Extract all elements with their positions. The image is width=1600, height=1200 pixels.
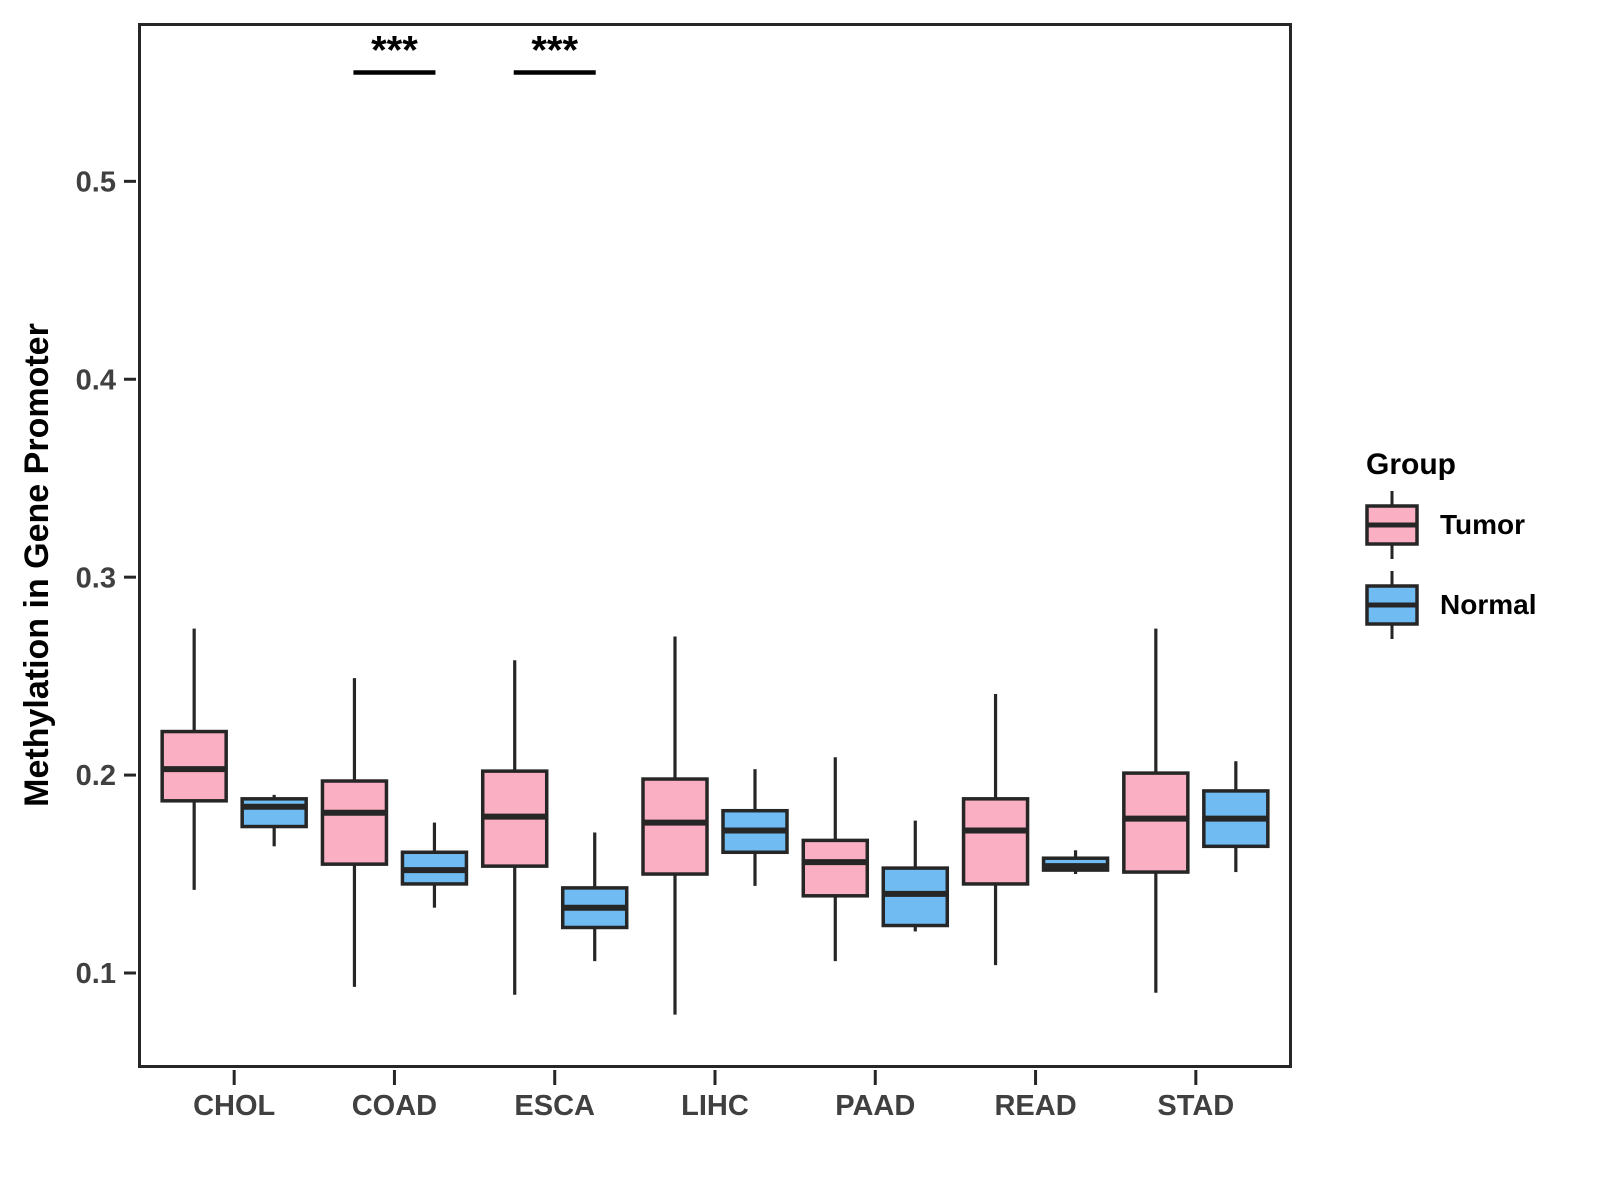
box-PAAD-tumor (801, 757, 870, 962)
y-tick-label-0.2: 0.2 (76, 760, 116, 792)
box-ESCA-normal (560, 832, 629, 962)
box-READ-tumor (961, 693, 1030, 966)
y-axis-title: Methylation in Gene Promoter (18, 323, 56, 807)
y-tick-label-0.3: 0.3 (76, 562, 116, 594)
legend: Group Tumor Normal (1364, 448, 1536, 646)
box-CHOL-tumor (160, 628, 228, 890)
iqr-box (320, 779, 389, 866)
normal-boxplot-glyph-icon (1365, 571, 1419, 639)
box-STAD-tumor (1122, 628, 1190, 993)
box-LIHC-normal (721, 769, 789, 886)
iqr-box (240, 797, 308, 829)
legend-item-tumor: Tumor (1364, 486, 1536, 564)
x-tick-label-COAD: COAD (352, 1090, 437, 1122)
box-PAAD-normal (881, 820, 950, 932)
panel-border (138, 23, 1292, 1068)
box-LIHC-tumor (641, 636, 709, 1015)
x-tick-label-ESCA: ESCA (514, 1090, 595, 1122)
box-COAD-normal (400, 822, 469, 908)
x-tick-label-READ: READ (994, 1090, 1076, 1122)
box-CHOL-normal (240, 794, 308, 847)
box-COAD-tumor (320, 678, 389, 987)
iqr-box (641, 777, 709, 876)
plot-panel: 0.1 0.2 0.3 0.4 0.5 CHOL COAD ESCA LIHC PAAD READ S… (76, 23, 1292, 1122)
box-ESCA-tumor (480, 660, 549, 995)
box-READ-normal (1041, 850, 1110, 875)
iqr-box (801, 838, 870, 898)
significance-label-COAD: *** (371, 28, 418, 72)
y-tick-label-0.5: 0.5 (76, 166, 116, 198)
x-tick-label-PAAD: PAAD (835, 1090, 915, 1122)
x-tick-label-CHOL: CHOL (193, 1090, 275, 1122)
tumor-boxplot-glyph-icon (1365, 491, 1419, 559)
significance-label-ESCA: *** (531, 28, 578, 72)
legend-label-normal: Normal (1440, 589, 1537, 620)
y-tick-label-0.4: 0.4 (76, 364, 116, 396)
box-STAD-normal (1202, 761, 1270, 873)
legend-item-normal: Normal (1364, 566, 1536, 644)
iqr-box (1122, 771, 1190, 874)
legend-label-tumor: Tumor (1440, 509, 1526, 540)
legend-title: Group (1366, 448, 1456, 481)
x-tick-label-STAD: STAD (1157, 1090, 1234, 1122)
x-tick-label-LIHC: LIHC (681, 1090, 749, 1122)
iqr-box (961, 797, 1030, 886)
y-tick-label-0.1: 0.1 (76, 958, 116, 990)
